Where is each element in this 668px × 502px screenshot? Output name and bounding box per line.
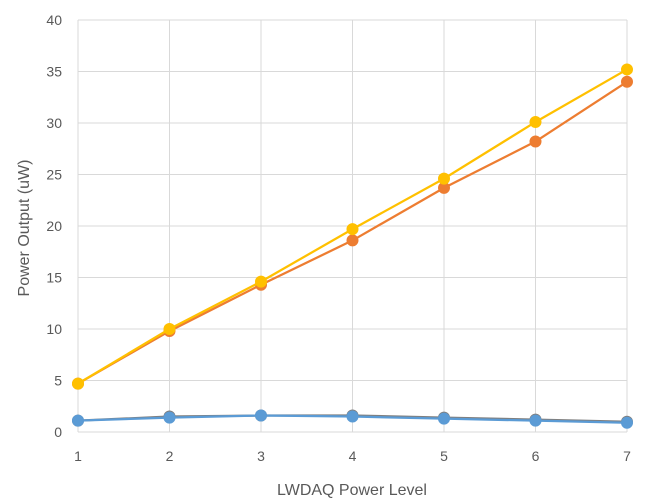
x-tick-label: 4: [349, 448, 357, 464]
series-2-point: [438, 172, 450, 185]
series-4-point: [72, 414, 84, 427]
series-1-point: [529, 135, 542, 148]
y-tick-label: 35: [46, 64, 62, 80]
series-1-point: [346, 234, 359, 247]
chart-series: [72, 63, 633, 429]
series-2-point: [529, 115, 542, 128]
series-2-point: [255, 275, 267, 288]
series-4-point: [346, 410, 359, 423]
series-2-point: [621, 63, 633, 76]
series-4-point: [163, 411, 176, 424]
y-tick-label: 5: [54, 373, 62, 389]
x-tick-label: 5: [440, 448, 448, 464]
y-tick-label: 30: [46, 115, 62, 131]
y-axis-title: Power Output (uW): [16, 160, 33, 297]
series-1-point: [621, 75, 633, 88]
y-tick-label: 15: [46, 270, 62, 286]
y-tick-label: 25: [46, 167, 62, 183]
series-4-point: [529, 414, 542, 427]
x-tick-label: 1: [74, 448, 82, 464]
x-tick-label: 2: [166, 448, 174, 464]
series-4-point: [621, 416, 633, 429]
series-2-point: [346, 223, 359, 236]
series-2-point: [72, 377, 84, 390]
y-tick-label: 40: [46, 12, 62, 28]
series-2-point: [163, 323, 176, 335]
series-4-point: [438, 412, 450, 425]
x-tick-label: 7: [623, 448, 631, 464]
chart-tick-labels: 0 5 10 15 20 25 30 35 40 1 2 3 4 5 6 7: [46, 12, 631, 464]
y-tick-label: 10: [46, 321, 62, 337]
series-4-point: [255, 409, 267, 422]
y-tick-label: 0: [54, 424, 62, 440]
x-axis-title: LWDAQ Power Level: [277, 482, 427, 499]
x-tick-label: 3: [257, 448, 265, 464]
y-tick-label: 20: [46, 218, 62, 234]
x-tick-label: 6: [532, 448, 540, 464]
